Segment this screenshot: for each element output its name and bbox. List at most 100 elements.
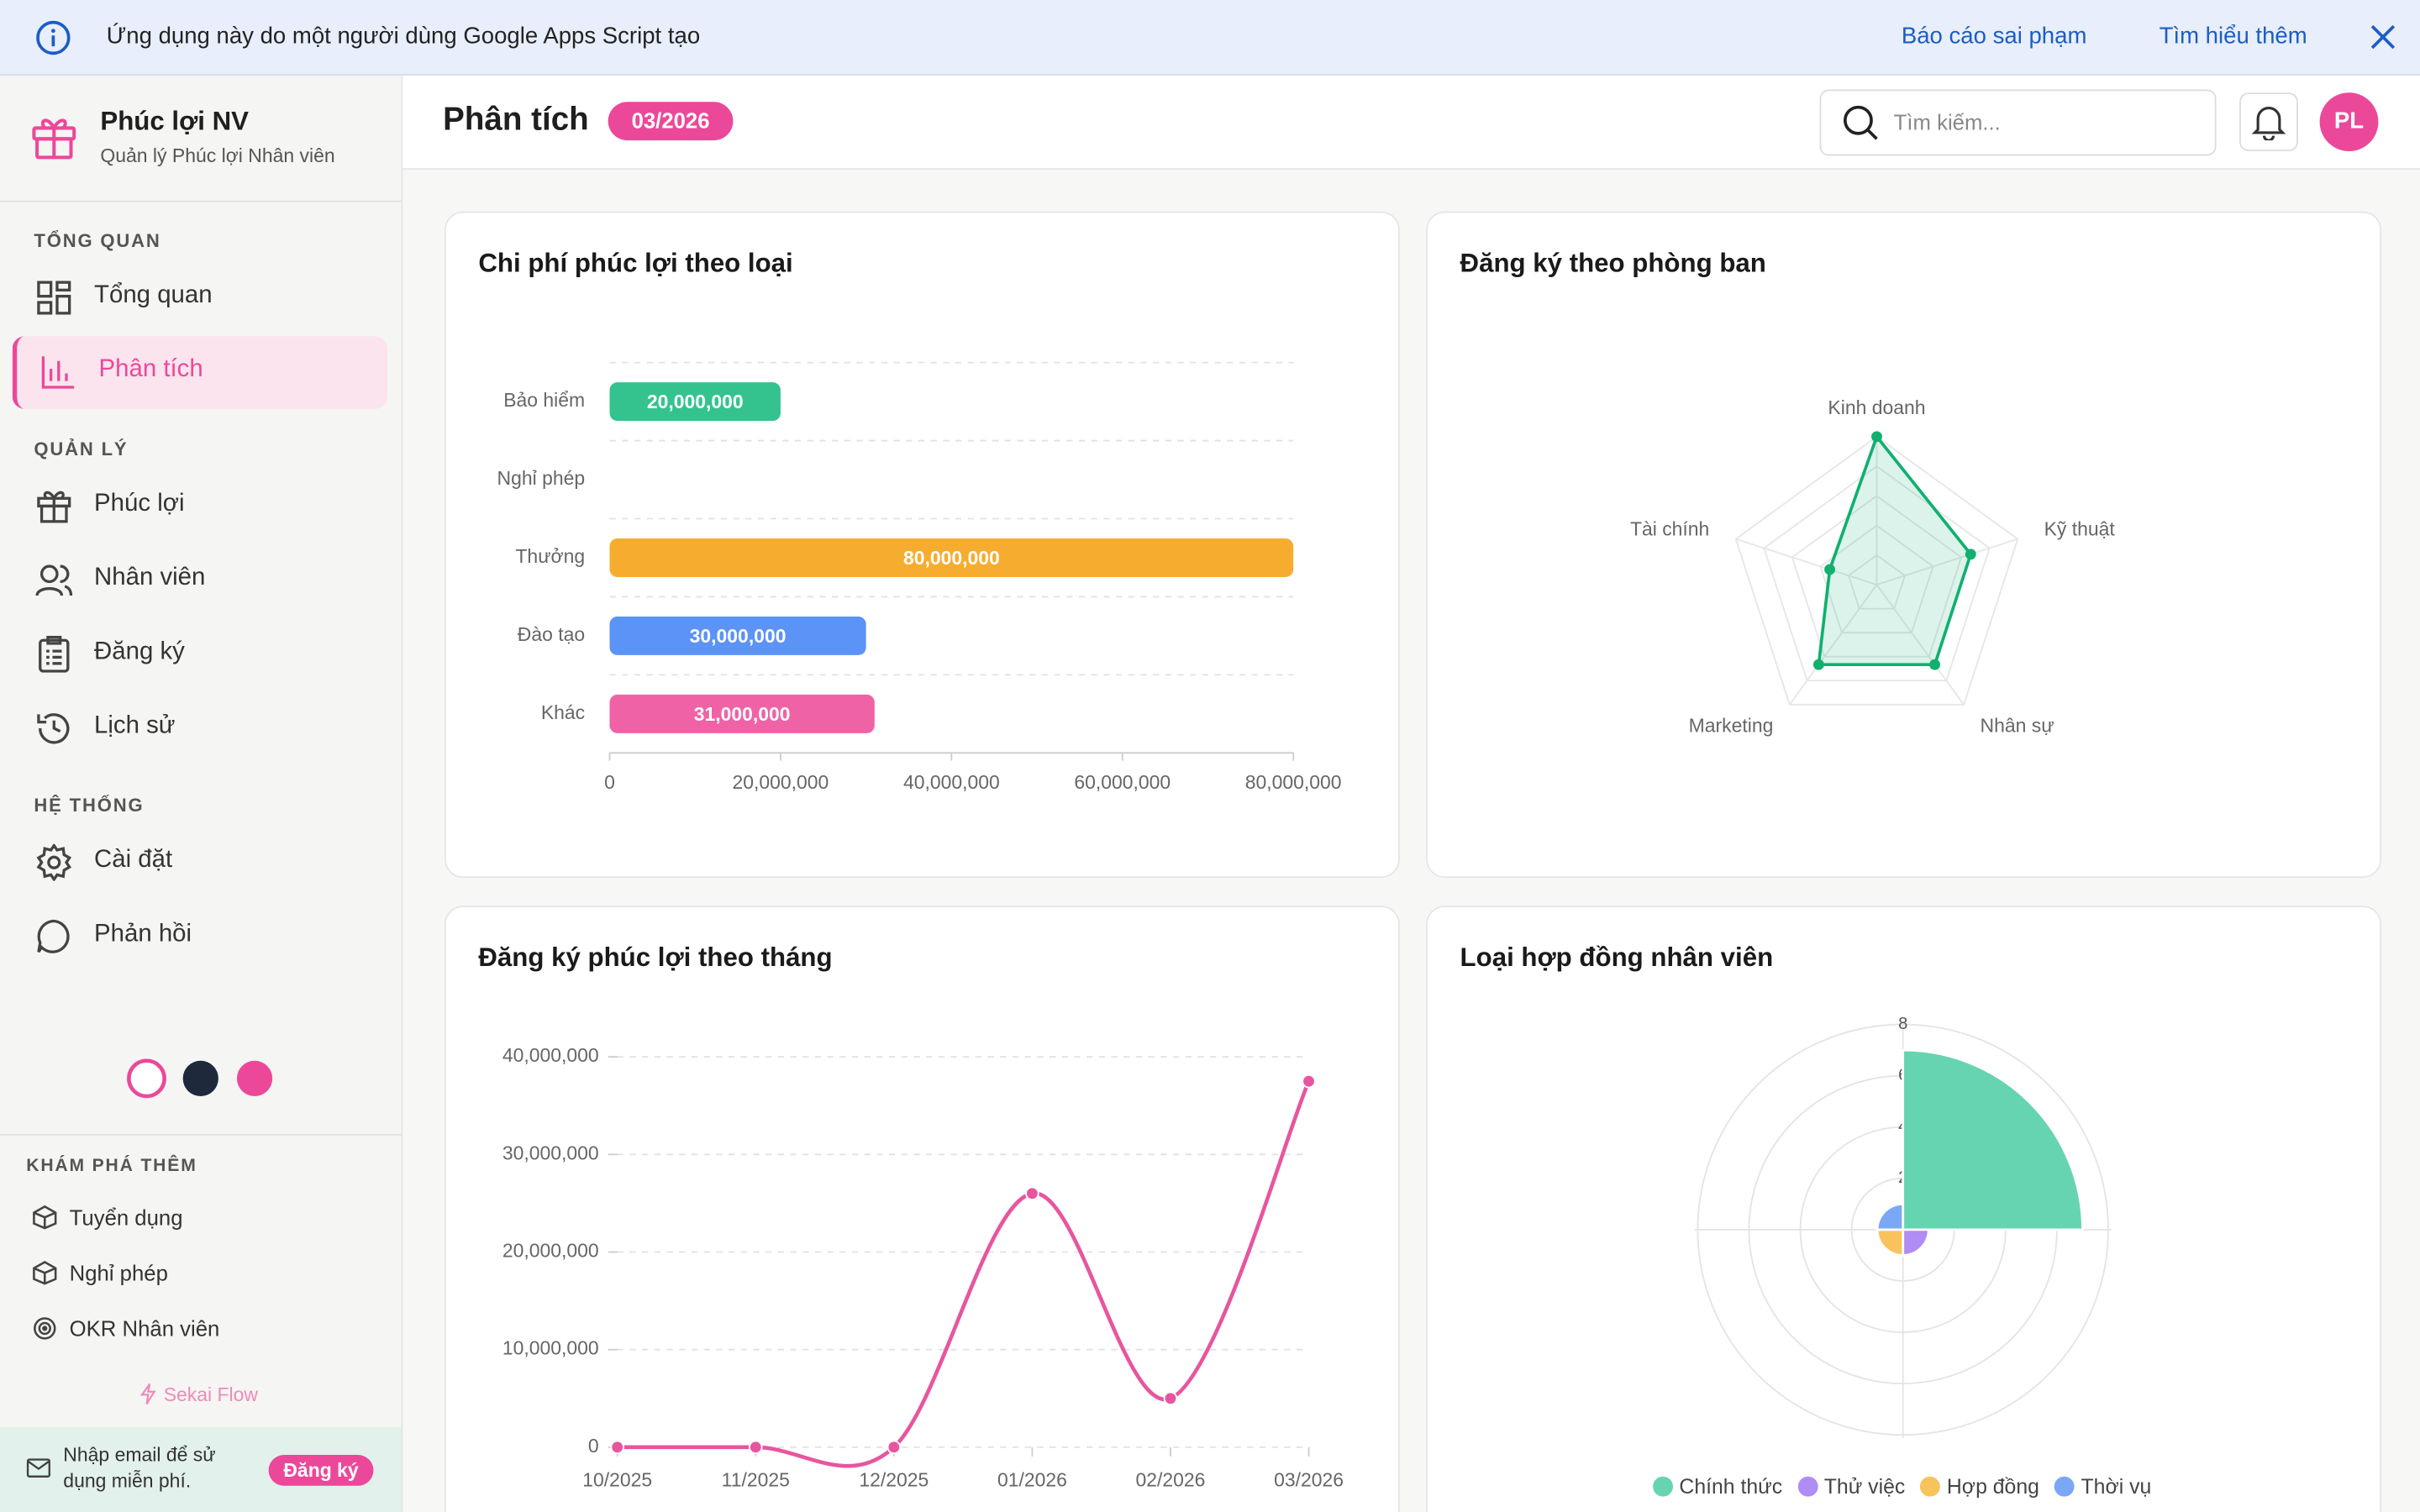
theme-dark[interactable] xyxy=(182,1060,218,1096)
nav-item[interactable]: Đăng ký xyxy=(94,638,185,665)
value-label: 20,000,000 xyxy=(647,391,744,412)
learn-more-link[interactable]: Tìm hiểu thêm xyxy=(2159,23,2307,50)
y-tick-label: 0 xyxy=(588,1435,599,1457)
chart-title: Đăng ký phúc lợi theo tháng xyxy=(478,942,833,973)
nav-item[interactable]: Phản hồi xyxy=(94,921,192,948)
y-tick-label: Khác xyxy=(541,701,585,723)
y-tick-label: 30,000,000 xyxy=(502,1142,599,1163)
nav-item[interactable]: Cài đặt xyxy=(94,847,173,874)
polar-sector xyxy=(1902,1048,2084,1231)
active-item-bg xyxy=(12,336,388,409)
radar-label: Nhân sự xyxy=(1981,715,2054,737)
legend-item[interactable]: Hợp đồng xyxy=(1920,1475,2039,1498)
theme-light[interactable] xyxy=(127,1058,166,1099)
powered-by[interactable]: Sekai Flow xyxy=(163,1383,258,1406)
nav-item[interactable]: Tổng quan xyxy=(94,282,213,309)
legend-item[interactable]: Thử việc xyxy=(1797,1474,1906,1499)
y-tick-label: 20,000,000 xyxy=(502,1240,599,1262)
value-label: 30,000,000 xyxy=(690,625,786,647)
explore-item[interactable]: Nghỉ phép xyxy=(69,1260,168,1285)
radar-label: Tài chính xyxy=(1630,517,1709,539)
legend-swatch xyxy=(1653,1476,1674,1497)
report-link[interactable]: Báo cáo sai phạm xyxy=(1901,23,2087,50)
line-point xyxy=(886,1440,902,1455)
radar-spoke xyxy=(1876,538,2018,585)
nav-item-active[interactable]: Phân tích xyxy=(98,356,203,383)
bar xyxy=(609,616,866,655)
nav-icon xyxy=(37,919,70,953)
polar-sector xyxy=(1876,1202,1905,1231)
x-tick-label: 03/2026 xyxy=(1274,1468,1344,1490)
y-tick-label: Bảo hiểm xyxy=(503,389,585,411)
radar-label: Marketing xyxy=(1689,715,1774,737)
nav-icon xyxy=(39,635,70,673)
y-tick-label: Nghỉ phép xyxy=(497,467,586,489)
search-box[interactable] xyxy=(1819,89,2217,156)
notification-button[interactable] xyxy=(2239,92,2298,151)
radar-ring xyxy=(1791,495,1963,658)
x-tick-label: 40,000,000 xyxy=(903,771,1000,793)
close-button[interactable] xyxy=(2369,24,2396,51)
divider xyxy=(0,1134,402,1136)
x-tick-label: 12/2025 xyxy=(859,1468,929,1490)
section-title: KHÁM PHÁ THÊM xyxy=(26,1157,197,1176)
radar-area xyxy=(1817,433,1973,667)
signup-text: Nhập email để sử dụng miễn phí. xyxy=(63,1444,216,1493)
legend-item[interactable]: Thời vụ xyxy=(2054,1475,2151,1498)
theme-pink[interactable] xyxy=(236,1060,273,1096)
legend-item[interactable]: Chính thức xyxy=(1653,1475,1782,1498)
radar-spoke xyxy=(1876,584,1965,706)
radar-point xyxy=(1965,549,1976,560)
radar-ring xyxy=(1819,524,1934,634)
divider xyxy=(0,200,402,202)
polar-sector xyxy=(1902,1228,1930,1257)
line-point xyxy=(748,1440,763,1455)
legend-swatch xyxy=(2054,1476,2075,1497)
signup-button[interactable]: Đăng ký xyxy=(268,1455,374,1486)
value-label: 31,000,000 xyxy=(694,703,791,725)
x-tick-label: 0 xyxy=(604,771,615,793)
radar-spoke xyxy=(1789,584,1878,706)
explore-item[interactable]: Tuyển dụng xyxy=(69,1205,183,1230)
line-point xyxy=(1302,1074,1316,1089)
line-point xyxy=(610,1440,624,1455)
theme-picker xyxy=(127,1058,273,1099)
y-tick-label: 40,000,000 xyxy=(502,1044,599,1066)
nav-icon xyxy=(37,491,71,523)
legend-label: Thử việc xyxy=(1823,1474,1906,1499)
x-tick-label: 80,000,000 xyxy=(1245,771,1342,793)
x-tick-label: 11/2025 xyxy=(722,1468,790,1490)
y-tick-label: 10,000,000 xyxy=(502,1337,599,1359)
chart-title: Loại hợp đồng nhân viên xyxy=(1460,942,1774,973)
bar xyxy=(609,382,781,422)
legend-swatch xyxy=(1797,1476,1818,1497)
r-tick-label: 8 xyxy=(1898,1015,1907,1033)
x-tick-label: 01/2026 xyxy=(997,1468,1067,1490)
section-title: QUẢN LÝ xyxy=(34,438,129,460)
radar-point xyxy=(1871,431,1882,443)
explore-item[interactable]: OKR Nhân viên xyxy=(69,1315,220,1341)
radar-spoke xyxy=(1735,538,1877,585)
info-icon xyxy=(36,20,71,55)
search-placeholder: Tìm kiếm... xyxy=(1893,109,2001,134)
nav-item[interactable]: Lịch sử xyxy=(94,712,176,739)
y-tick-label: Thưởng xyxy=(515,545,585,567)
x-tick-label: 60,000,000 xyxy=(1074,771,1171,793)
chart-title: Chi phí phúc lợi theo loại xyxy=(478,248,793,278)
avatar[interactable]: PL xyxy=(2319,92,2379,151)
nav-icon xyxy=(36,843,72,881)
section-title: TỔNG QUAN xyxy=(34,229,161,252)
line xyxy=(617,1080,1311,1468)
radar-point xyxy=(1812,659,1824,670)
radar-point xyxy=(1929,659,1940,670)
page-title: Phân tích xyxy=(443,102,589,138)
nav-item[interactable]: Phúc lợi xyxy=(94,491,185,517)
nav-item[interactable]: Nhân viên xyxy=(94,564,206,591)
nav-icon xyxy=(41,356,75,389)
radar-ring xyxy=(1734,435,2019,706)
radar-point xyxy=(1824,564,1835,575)
period-badge: 03/2026 xyxy=(608,102,734,141)
